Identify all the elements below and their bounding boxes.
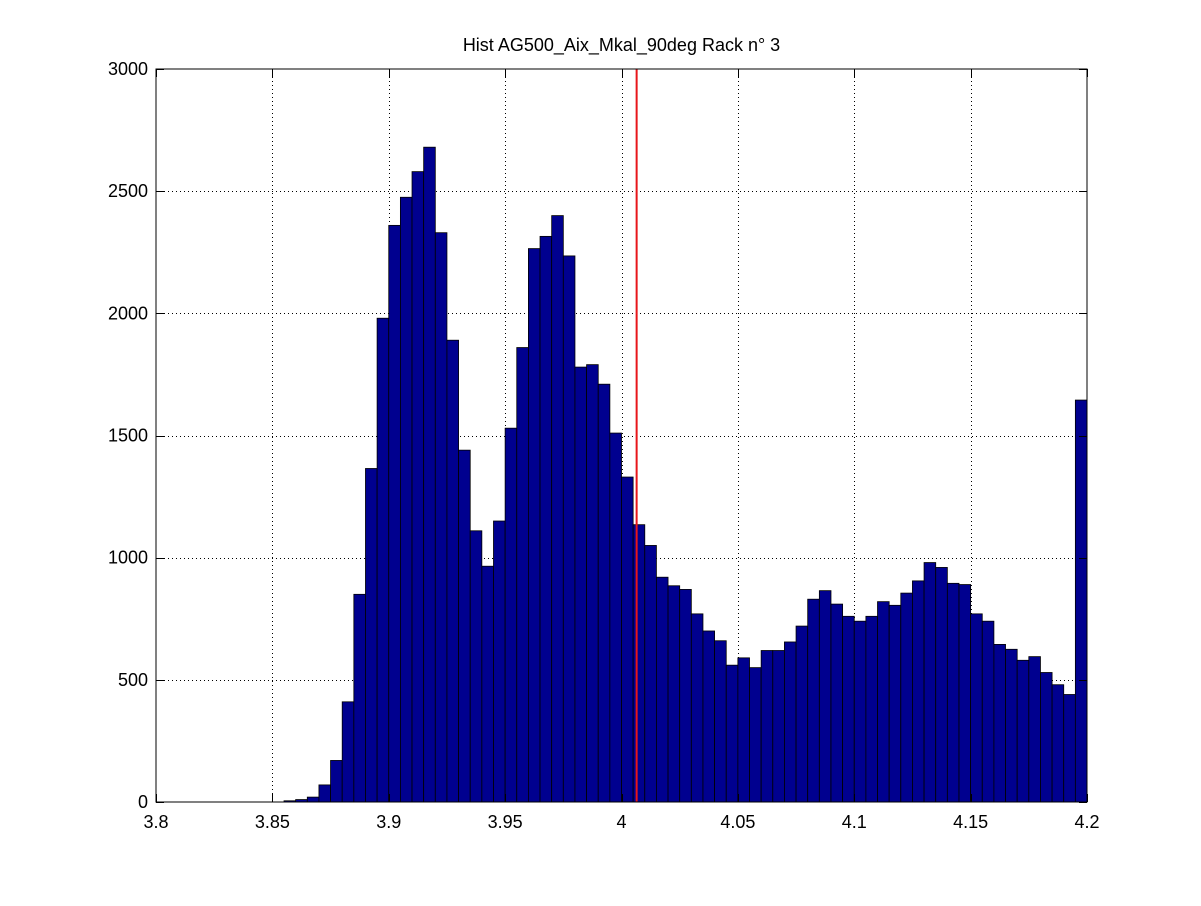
histogram-bar xyxy=(725,664,739,802)
x-tick-labels: 3.8 3.85 3.9 3.95 4 4.05 4.1 4.15 4.2 xyxy=(143,812,1099,832)
histogram-bar xyxy=(399,196,413,802)
histogram-bar xyxy=(935,567,948,802)
histogram-bar xyxy=(504,427,518,802)
x-tick-label: 4 xyxy=(616,812,626,832)
y-tick-label: 1500 xyxy=(108,426,148,446)
histogram-bar xyxy=(632,524,646,802)
histogram-bar xyxy=(341,701,355,802)
histogram-bar xyxy=(679,589,692,802)
histogram-bar xyxy=(469,530,483,802)
x-tick-label: 4.15 xyxy=(953,812,988,832)
histogram-bar xyxy=(1016,659,1030,802)
x-tick-label: 4.05 xyxy=(720,812,755,832)
histogram-bar xyxy=(784,641,797,802)
histogram-bar xyxy=(702,630,716,802)
y-tick-label: 2500 xyxy=(108,181,148,201)
chart-title: Hist AG500_Aix_Mkal_90deg Rack n° 3 xyxy=(463,35,780,56)
histogram-bar xyxy=(714,640,727,802)
histogram-bar xyxy=(609,432,622,802)
x-tick-label: 3.9 xyxy=(376,812,401,832)
histogram-bar xyxy=(574,366,587,802)
histogram-bar xyxy=(888,604,902,802)
histogram-bar xyxy=(900,592,913,802)
histogram-bars xyxy=(283,146,1087,802)
histogram-bar xyxy=(365,468,378,802)
histogram-bar xyxy=(842,615,855,802)
histogram-bar xyxy=(993,644,1006,802)
histogram-bar xyxy=(446,339,459,802)
y-tick-labels: 0 500 1000 1500 2000 2500 3000 xyxy=(108,59,148,812)
x-tick-label: 4.2 xyxy=(1074,812,1099,832)
axis-ticks xyxy=(156,69,1088,803)
histogram-bar xyxy=(760,650,774,802)
histogram-bar xyxy=(1074,399,1087,802)
histogram-bar xyxy=(772,650,785,802)
histogram-bar xyxy=(1040,672,1053,802)
histogram-bar xyxy=(434,232,448,802)
histogram-bar xyxy=(539,235,553,802)
histogram-bar xyxy=(423,146,436,802)
histogram-bar xyxy=(1051,684,1065,802)
histogram-bar xyxy=(1028,656,1041,802)
histogram-bar xyxy=(656,576,669,802)
histogram-bar xyxy=(516,347,529,802)
histogram-bar xyxy=(388,224,401,802)
histogram-bar xyxy=(818,590,832,802)
x-tick-label: 3.85 xyxy=(255,812,290,832)
y-tick-label: 500 xyxy=(118,670,148,690)
x-tick-label: 3.95 xyxy=(488,812,523,832)
histogram-bar xyxy=(551,215,564,802)
histogram-bar xyxy=(597,383,611,802)
histogram-bar xyxy=(586,364,599,802)
histogram-bar xyxy=(749,667,762,802)
histogram-bar xyxy=(830,603,844,802)
histogram-bar xyxy=(853,620,867,802)
histogram-bar xyxy=(376,317,390,802)
histogram-bar xyxy=(807,598,820,802)
histogram-bar xyxy=(562,255,576,802)
x-tick-label: 4.1 xyxy=(842,812,867,832)
histogram-bar xyxy=(411,171,425,802)
histogram-bar xyxy=(877,601,890,802)
histogram-bar xyxy=(1005,648,1018,802)
histogram-bar xyxy=(912,580,925,802)
histogram-bar xyxy=(923,562,937,802)
histogram-bar xyxy=(493,520,506,802)
histogram-bar xyxy=(621,476,634,802)
histogram-bar xyxy=(737,657,750,802)
histogram-bar xyxy=(981,620,995,802)
histogram-bar xyxy=(667,585,681,802)
y-tick-label: 0 xyxy=(138,792,148,812)
plot-frame xyxy=(155,68,1088,803)
y-tick-label: 2000 xyxy=(108,303,148,323)
histogram-bar xyxy=(1063,694,1076,802)
histogram-bar xyxy=(528,248,541,802)
y-tick-label: 1000 xyxy=(108,548,148,568)
histogram-bar xyxy=(481,565,494,802)
histogram-bar xyxy=(306,796,320,802)
histogram-bar xyxy=(458,449,471,802)
histogram-bar xyxy=(644,545,657,802)
histogram-bar xyxy=(330,760,343,802)
x-tick-label: 3.8 xyxy=(143,812,168,832)
histogram-bar xyxy=(318,784,331,802)
histogram-bar xyxy=(690,613,704,802)
histogram-bar xyxy=(946,582,960,802)
histogram-bar xyxy=(865,615,878,802)
y-tick-label: 3000 xyxy=(108,59,148,79)
histogram-bar xyxy=(970,613,983,802)
histogram-bar xyxy=(958,584,972,802)
histogram-bar xyxy=(353,593,366,802)
histogram-bar xyxy=(795,625,809,802)
